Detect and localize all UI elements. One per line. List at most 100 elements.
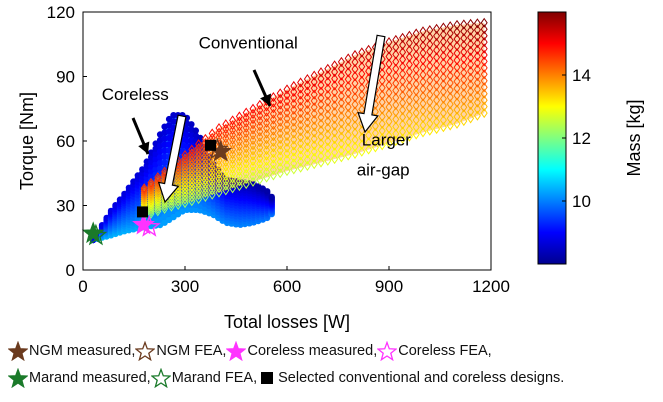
conventional-marker — [405, 88, 413, 99]
conventional-marker — [446, 99, 454, 110]
coreless-marker — [183, 131, 191, 139]
conventional-marker — [467, 93, 475, 104]
conventional-marker — [446, 56, 454, 67]
conventional-marker — [201, 162, 209, 173]
conventional-marker — [303, 154, 311, 165]
conventional-marker — [453, 83, 461, 94]
conventional-marker — [297, 156, 305, 167]
conventional-marker — [269, 108, 277, 119]
conventional-marker — [290, 140, 298, 151]
conventional-marker — [453, 48, 461, 59]
conventional-marker — [358, 68, 366, 79]
conventional-marker — [317, 125, 325, 136]
conventional-marker — [378, 140, 386, 151]
conventional-marker — [208, 163, 216, 174]
conventional-marker — [467, 32, 475, 43]
conventional-marker — [351, 134, 359, 145]
conventional-marker — [303, 86, 311, 97]
conventional-marker — [480, 88, 488, 99]
conventional-marker — [337, 131, 345, 142]
conventional-marker — [256, 110, 264, 121]
conventional-marker — [337, 63, 345, 74]
conventional-marker — [249, 124, 257, 135]
legend-label: NGM FEA, — [156, 343, 227, 359]
conventional-marker — [467, 99, 475, 110]
conventional-marker — [399, 126, 407, 137]
conventional-marker — [460, 33, 468, 44]
conventional-marker — [337, 90, 345, 102]
conventional-marker — [249, 135, 257, 146]
conventional-marker — [303, 160, 311, 171]
conventional-marker — [303, 80, 311, 91]
conventional-marker — [188, 174, 196, 185]
star-shape — [150, 368, 171, 388]
conventional-marker — [229, 129, 237, 140]
conventional-marker — [303, 92, 311, 103]
legend-item: Marand FEA, — [150, 368, 257, 388]
conventional-marker — [310, 140, 318, 151]
conventional-marker — [473, 51, 481, 62]
conventional-marker — [222, 157, 230, 168]
conventional-marker — [297, 77, 305, 88]
conventional-marker — [412, 50, 420, 61]
conventional-marker — [324, 96, 332, 107]
conventional-marker — [399, 47, 407, 58]
conventional-marker — [378, 75, 386, 86]
conventional-marker — [392, 70, 400, 82]
conventional-marker — [351, 148, 359, 159]
conventional-marker — [344, 81, 352, 92]
star-shape — [8, 368, 28, 388]
conventional-marker — [269, 159, 277, 170]
conventional-marker — [460, 60, 468, 71]
conventional-marker — [405, 109, 413, 121]
conventional-marker — [297, 120, 305, 131]
conventional-marker — [419, 105, 427, 116]
legend-label: Coreless measured, — [247, 343, 378, 359]
conventional-marker — [446, 49, 454, 60]
conventional-region — [140, 17, 488, 222]
conventional-marker — [269, 114, 277, 125]
conventional-marker — [195, 166, 203, 177]
conventional-marker — [344, 143, 352, 154]
conventional-marker — [419, 47, 427, 59]
conventional-marker — [310, 70, 318, 81]
conventional-marker — [242, 163, 250, 174]
conventional-marker — [392, 56, 400, 67]
conventional-marker — [229, 134, 237, 145]
conventional-marker — [297, 95, 305, 106]
conventional-marker — [399, 39, 407, 51]
conventional-marker — [324, 149, 332, 160]
conventional-marker — [195, 147, 203, 158]
legend-label: Selected conventional and coreless desig… — [278, 370, 565, 386]
conventional-marker — [365, 51, 373, 63]
coreless-fea-marker — [137, 215, 161, 237]
conventional-marker — [324, 116, 332, 127]
conventional-marker — [473, 71, 481, 82]
y-tick-label: 0 — [66, 261, 75, 280]
conventional-marker — [337, 104, 345, 115]
conventional-marker — [460, 109, 468, 120]
conventional-marker — [344, 129, 352, 140]
conventional-marker — [195, 143, 203, 154]
coreless-marker — [268, 193, 275, 201]
coreless-marker — [156, 159, 164, 166]
conventional-marker — [303, 117, 311, 128]
conventional-marker — [208, 176, 216, 187]
conventional-marker — [392, 63, 400, 74]
conventional-marker — [263, 106, 271, 117]
conventional-marker — [249, 103, 257, 114]
conventional-marker — [426, 125, 434, 136]
conventional-marker — [412, 107, 420, 118]
conventional-marker — [235, 131, 243, 142]
conventional-marker — [208, 180, 216, 192]
conventional-marker — [480, 30, 488, 41]
conventional-marker — [229, 183, 237, 194]
x-tick-label: 1200 — [472, 277, 510, 296]
coreless-marker — [264, 188, 271, 195]
conventional-marker — [426, 53, 434, 64]
conventional-marker — [412, 115, 420, 126]
conventional-marker — [235, 181, 243, 192]
conventional-marker — [467, 72, 475, 83]
conventional-marker — [337, 56, 345, 67]
